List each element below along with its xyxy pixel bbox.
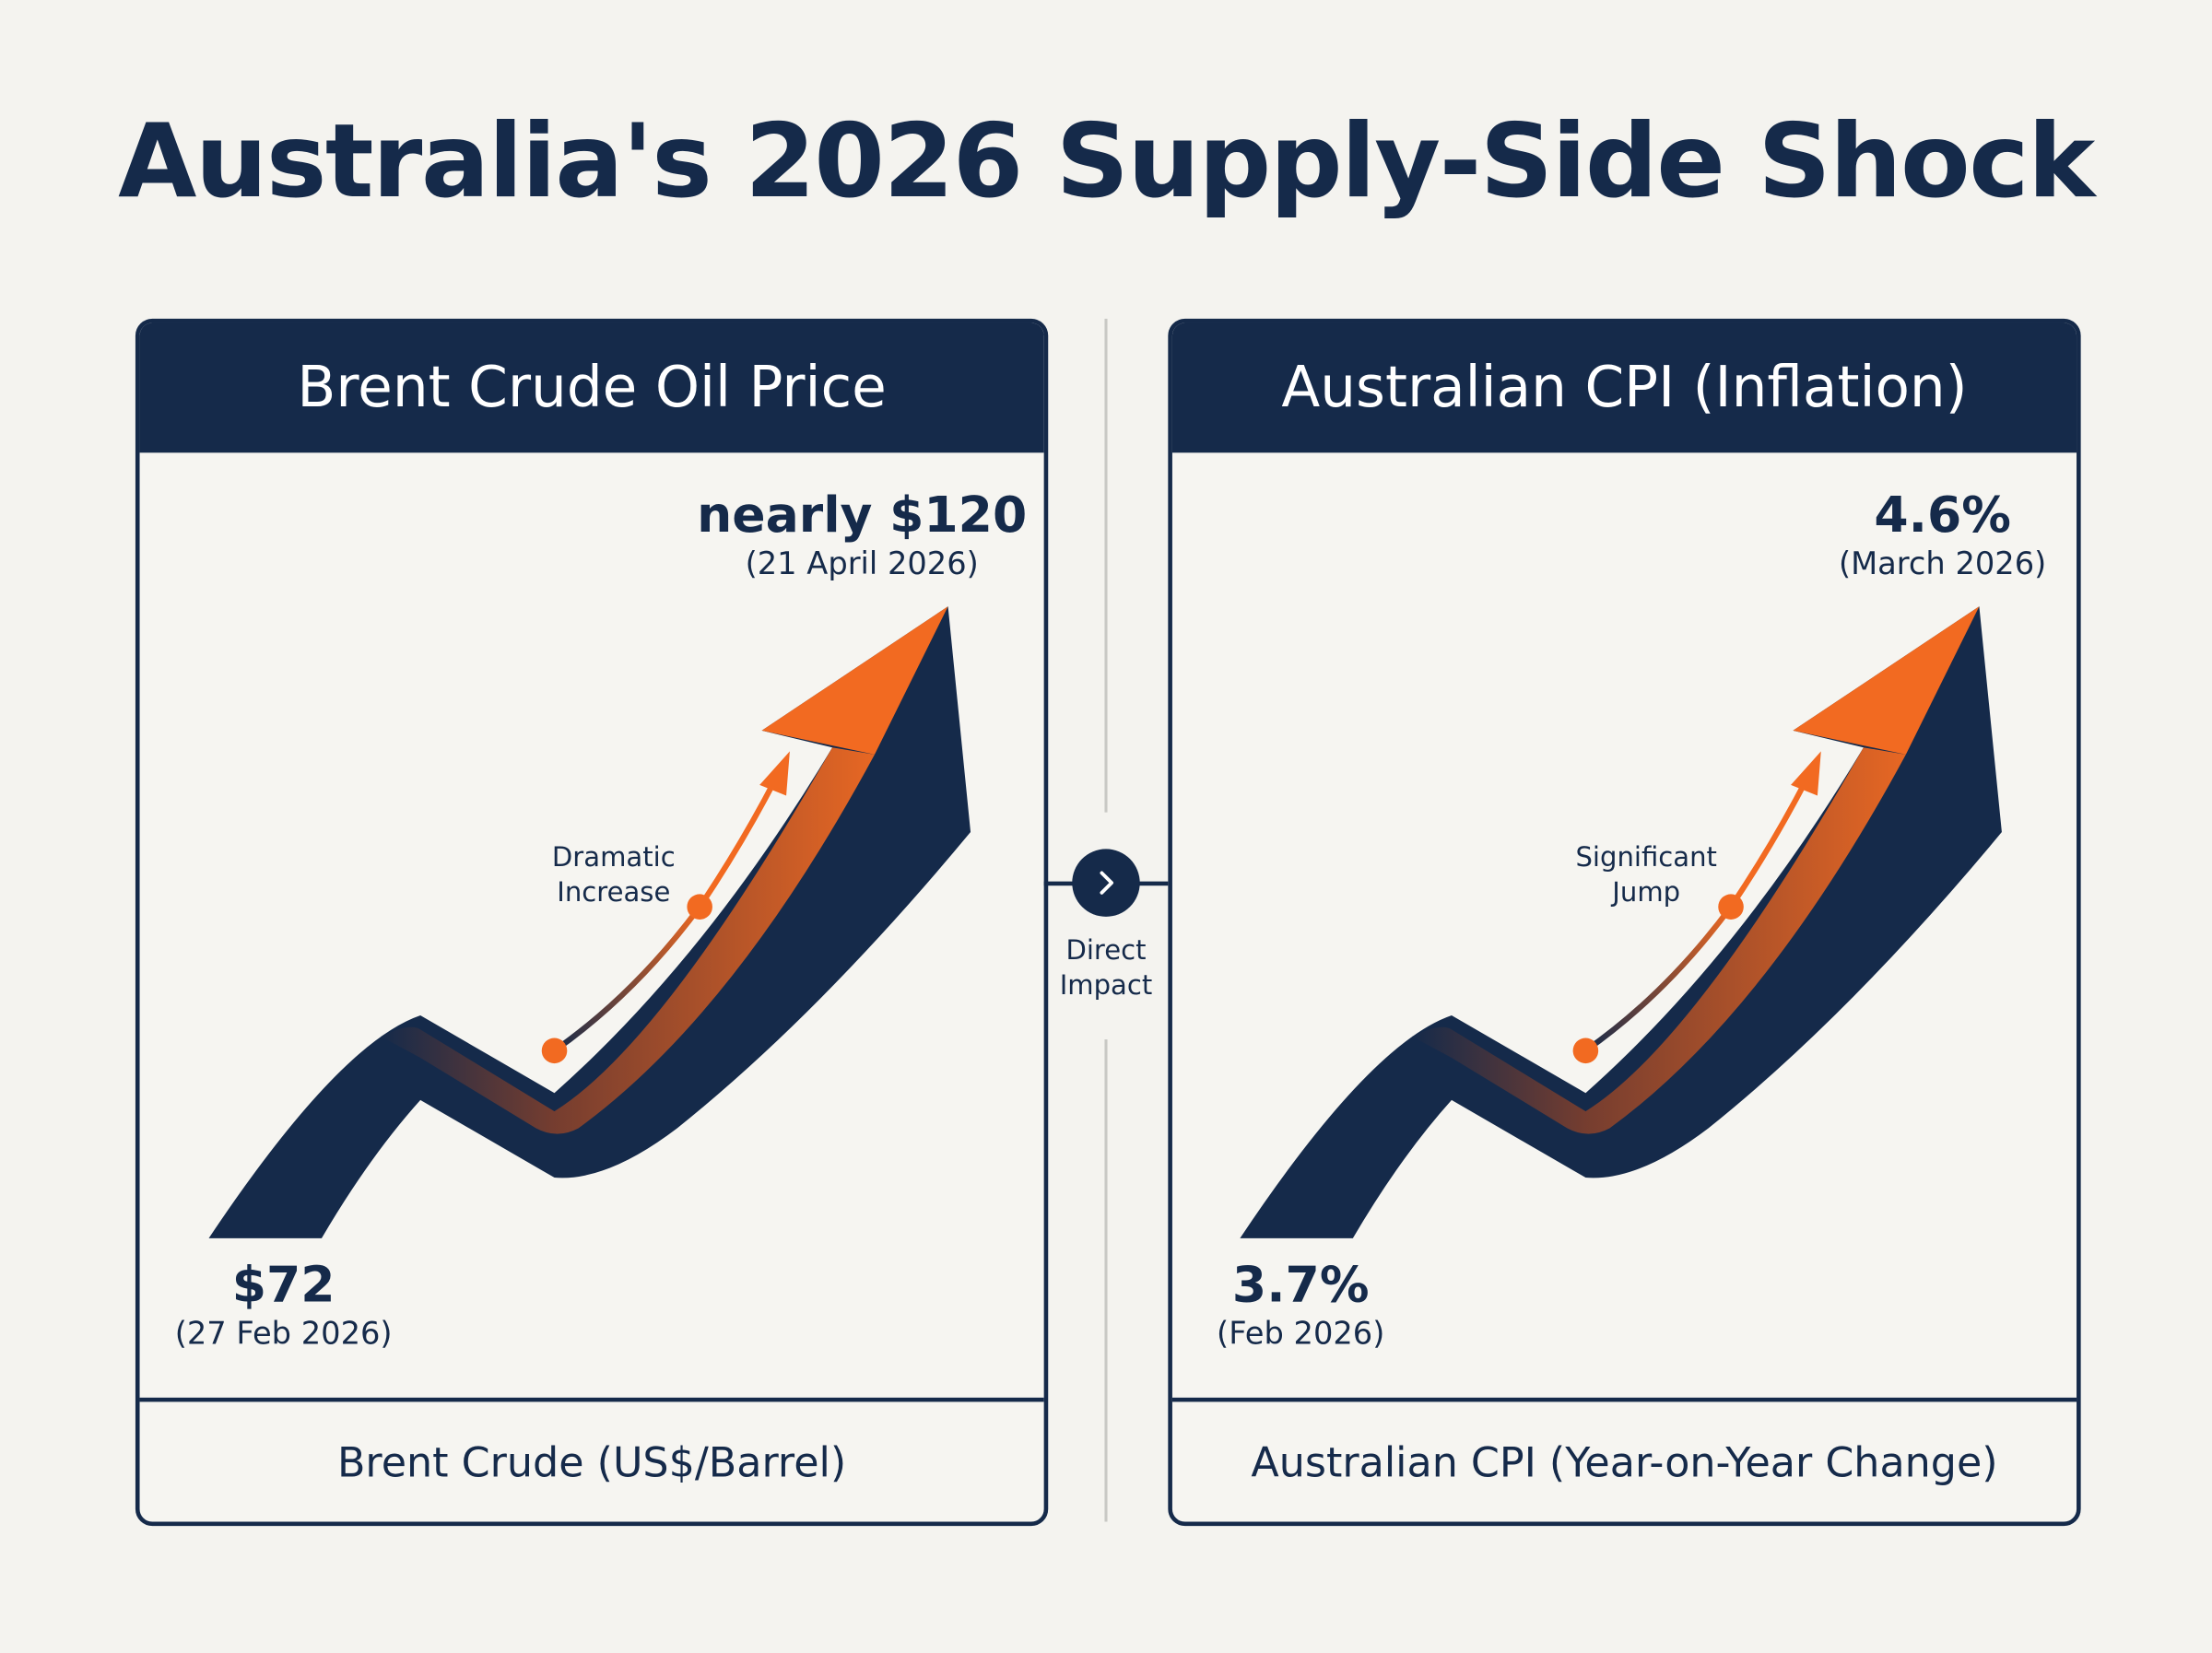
brent-end-value: nearly $120 <box>697 487 1028 545</box>
brent-panel-header: Brent Crude Oil Price <box>139 322 1044 453</box>
chevron-right-icon <box>1072 849 1140 917</box>
cpi-end-date: (March 2026) <box>1838 546 2047 583</box>
brent-panel-footer: Brent Crude (US$/Barrel) <box>139 1397 1044 1522</box>
divider-bottom <box>1104 1039 1108 1522</box>
annotation-line: Jump <box>1612 877 1681 909</box>
cpi-panel: Australian CPI (Inflation) Australian CP… <box>1168 318 2081 1527</box>
brent-annotation: Dramatic Increase <box>552 840 676 911</box>
cpi-annotation: Significant Jump <box>1575 840 1716 911</box>
cpi-rise-arrow <box>1240 606 2002 1238</box>
cpi-panel-header: Australian CPI (Inflation) <box>1171 322 2077 453</box>
brent-start-value: $72 <box>231 1258 335 1315</box>
brent-panel: Brent Crude Oil Price Brent Crude (US$/B… <box>135 318 1049 1527</box>
brent-start-date: (27 Feb 2026) <box>174 1317 393 1353</box>
cpi-end-value: 4.6% <box>1874 487 2011 545</box>
cpi-panel-footer: Australian CPI (Year-on-Year Change) <box>1171 1397 2077 1522</box>
connector-label-line: Direct <box>1065 934 1147 967</box>
annotation-line: Increase <box>557 877 671 909</box>
divider-top <box>1104 318 1108 813</box>
brent-end-date: (21 April 2026) <box>745 546 979 583</box>
cpi-start-value: 3.7% <box>1231 1258 1370 1315</box>
annotation-line: Dramatic <box>551 841 676 873</box>
cpi-start-date: (Feb 2026) <box>1217 1317 1385 1353</box>
annotation-line: Significant <box>1575 841 1717 873</box>
connector-label-line: Impact <box>1059 970 1153 1002</box>
brent-rise-arrow <box>209 606 971 1238</box>
page-title: Australia's 2026 Supply-Side Shock <box>118 101 2095 220</box>
connector-label: Direct Impact <box>1060 933 1153 1004</box>
